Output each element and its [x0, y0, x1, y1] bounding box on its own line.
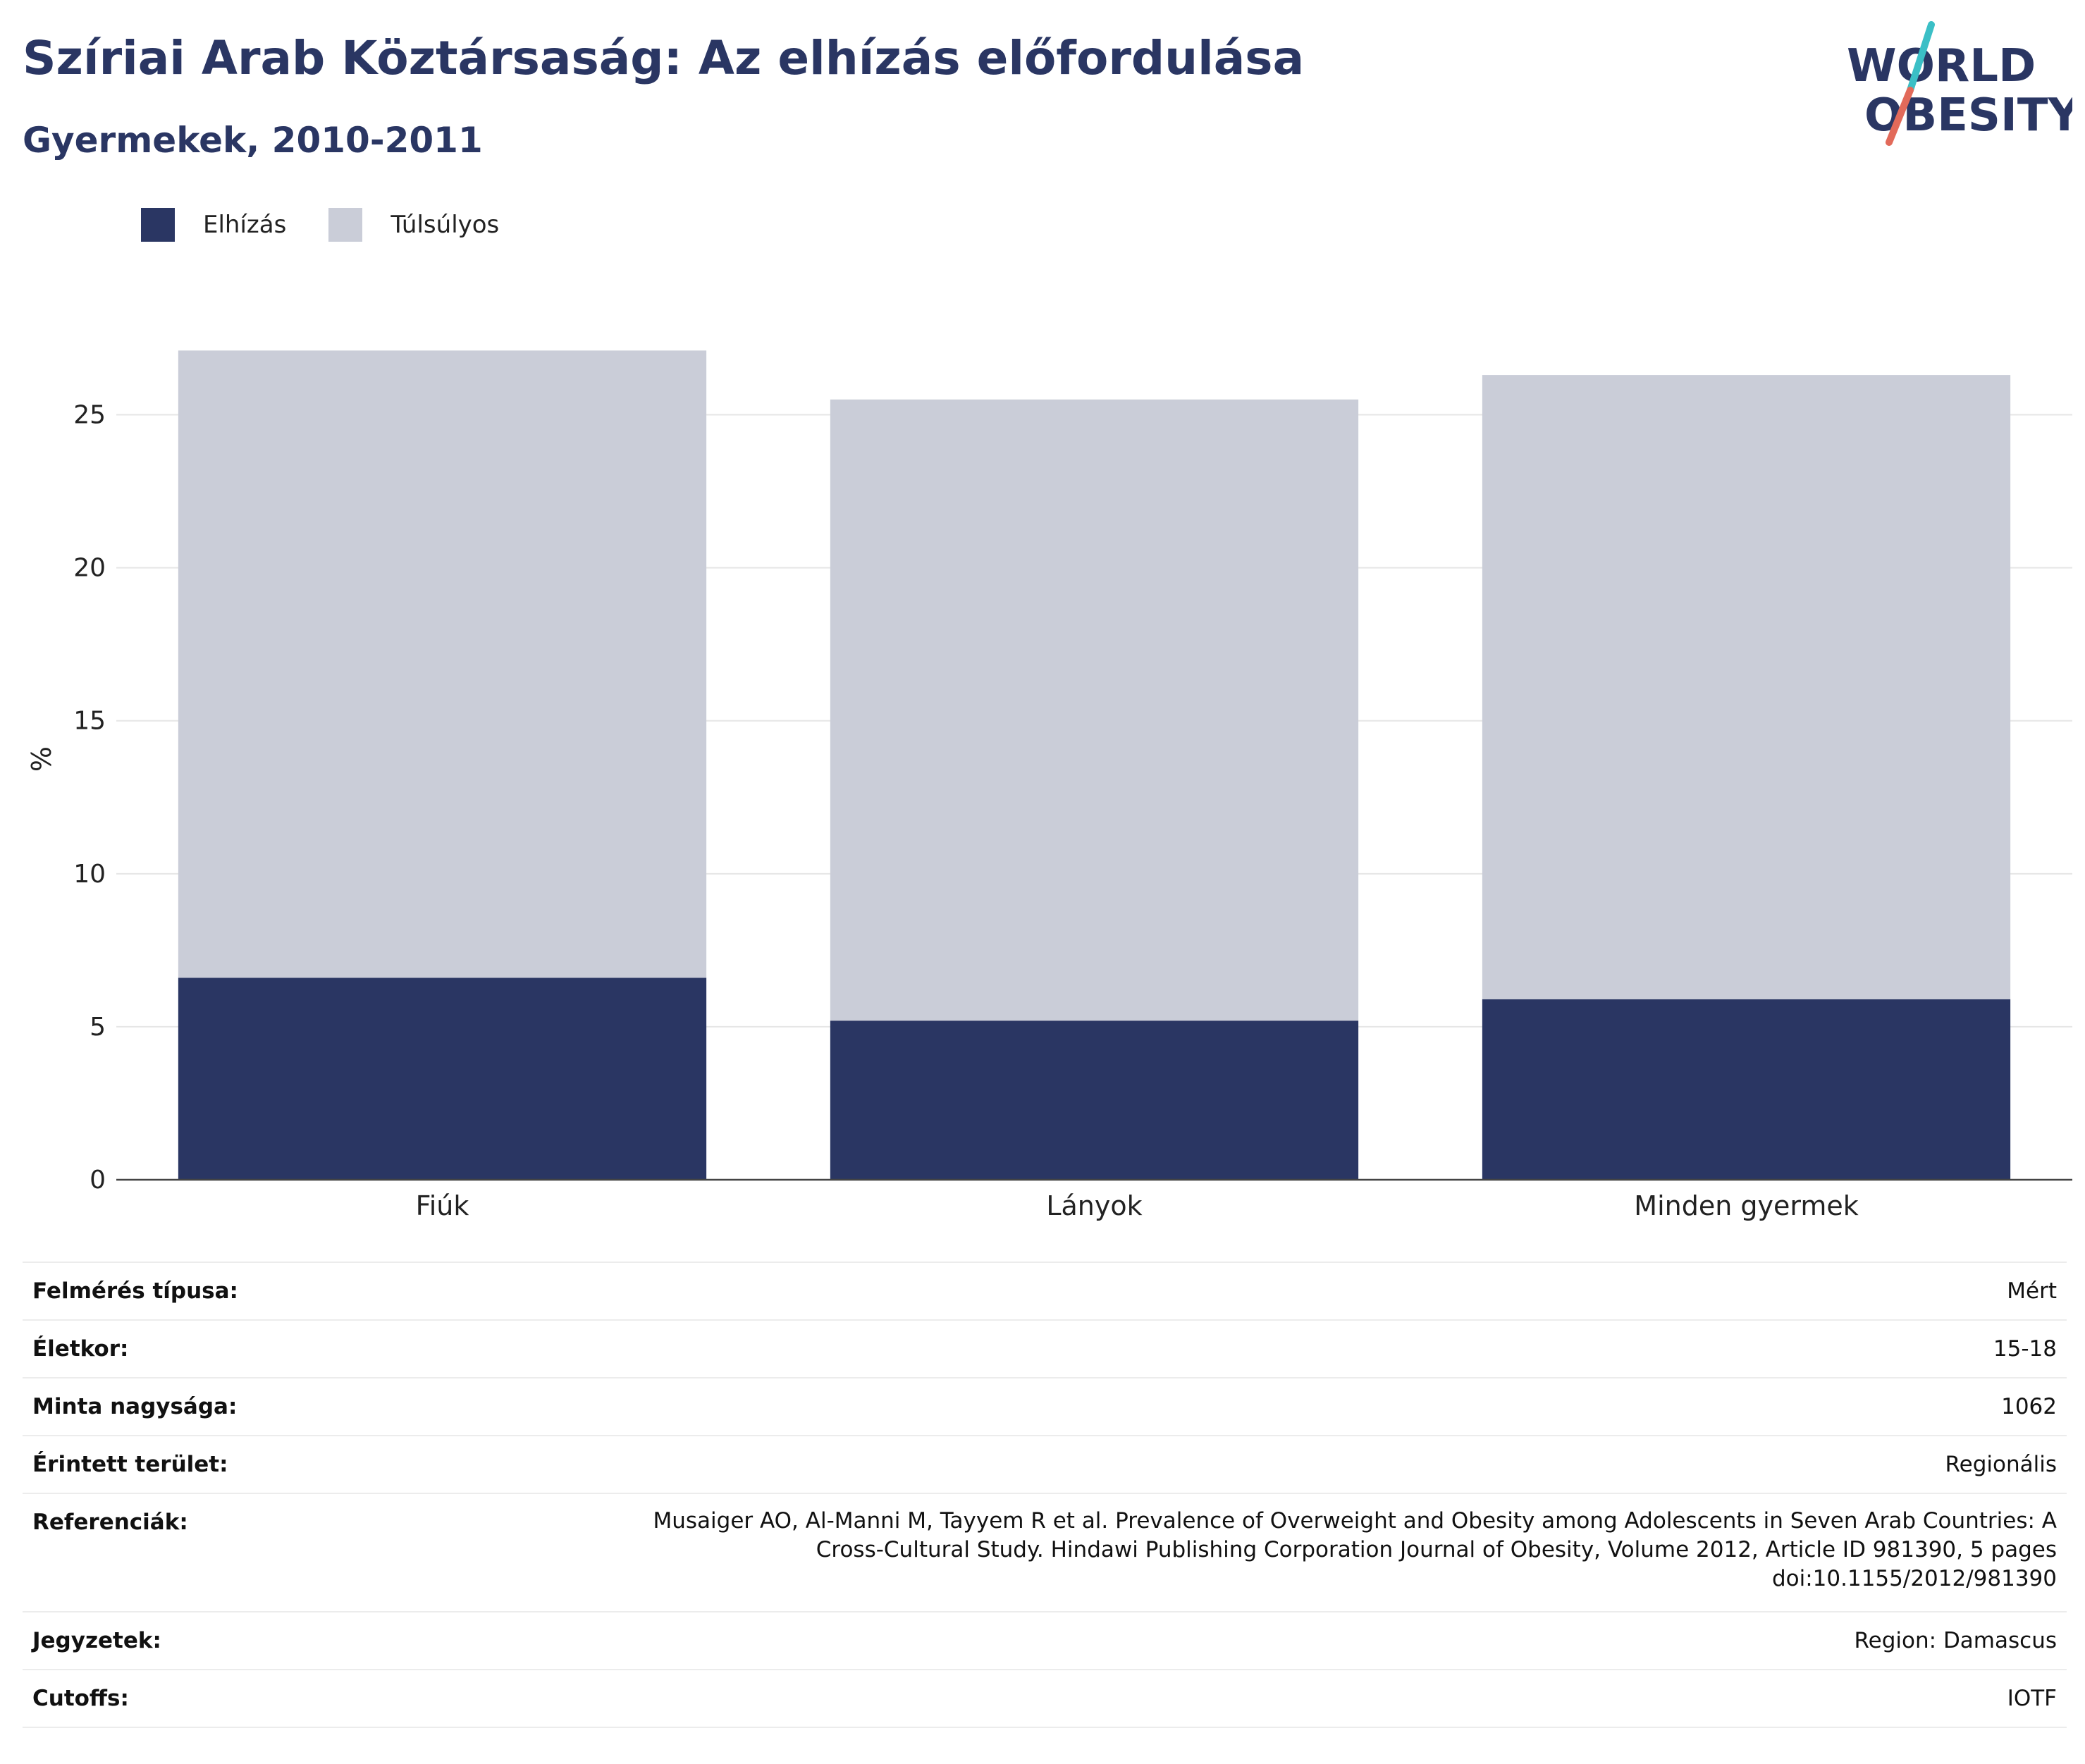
bar-obesity-2	[1482, 999, 2011, 1180]
logo-slash-coral	[1886, 87, 1914, 146]
meta-value-line: IOTF	[2007, 1685, 2057, 1711]
legend-label-obesity: Elhízás	[203, 211, 287, 239]
meta-value: Mért	[536, 1262, 2067, 1321]
meta-value-line: Cross-Cultural Study. Hindawi Publishing…	[816, 1537, 2057, 1562]
x-tick-label: Fiúk	[416, 1190, 469, 1221]
meta-value: Region: Damascus	[536, 1612, 2067, 1670]
legend-item-obesity[interactable]: Elhízás	[141, 208, 286, 242]
world-obesity-logo: WORLD OBESITY	[1847, 21, 2072, 146]
bar-obesity-1	[830, 1020, 1359, 1180]
bar-obesity-0	[178, 977, 707, 1180]
meta-value-line: Musaiger AO, Al-Manni M, Tayyem R et al.…	[653, 1508, 2057, 1534]
meta-value: Regionális	[536, 1436, 2067, 1494]
y-tick-label: 15	[73, 707, 106, 736]
y-tick-label: 10	[73, 860, 106, 889]
bar-overweight-2	[1482, 375, 2011, 999]
y-axis-label: %	[26, 746, 57, 772]
meta-value-line: Regionális	[1945, 1451, 2058, 1477]
legend-swatch-overweight	[328, 208, 363, 242]
metadata-table: Felmérés típusa: Mért Életkor: 15-18 Minta n…	[23, 1262, 2067, 1728]
y-tick-label: 25	[73, 401, 106, 430]
meta-row: Felmérés típusa: Mért	[23, 1262, 2067, 1321]
meta-row: Érintett terület: Regionális	[23, 1436, 2067, 1494]
meta-value-line: doi:10.1155/2012/981390	[1771, 1566, 2057, 1591]
y-tick-label: 0	[90, 1166, 106, 1195]
x-tick-label: Minden gyermek	[1634, 1190, 1858, 1221]
meta-key: Jegyzetek:	[23, 1612, 536, 1670]
meta-value-line: Region: Damascus	[1854, 1627, 2057, 1653]
y-tick-label: 5	[90, 1013, 106, 1042]
legend-label-overweight: Túlsúlyos	[390, 211, 500, 239]
chart-title: Szíriai Arab Köztársaság: Az elhízás elő…	[23, 31, 1305, 85]
logo-slash-teal	[1907, 21, 1935, 94]
meta-key: Cutoffs:	[23, 1670, 536, 1728]
meta-value: 15-18	[536, 1320, 2067, 1378]
bar-overweight-1	[830, 399, 1359, 1021]
meta-value-line: 1062	[2001, 1393, 2057, 1419]
logo-word-world: WORLD	[1847, 40, 2036, 92]
legend-swatch-obesity	[141, 208, 175, 242]
meta-key: Életkor:	[23, 1320, 536, 1378]
bar-chart: 0 5 10 15 20 25% Fiúk Lányok Minden gyermek	[26, 350, 2072, 1221]
meta-value-line: 15-18	[1993, 1336, 2057, 1362]
x-tick-label: Lányok	[1046, 1190, 1142, 1221]
meta-key: Felmérés típusa:	[23, 1262, 536, 1321]
bar-overweight-0	[178, 350, 707, 978]
meta-key: Minta nagysága:	[23, 1378, 536, 1436]
chart-legend: Elhízás Túlsúlyos	[141, 208, 541, 242]
meta-row: Cutoffs: IOTF	[23, 1670, 2067, 1728]
meta-key: Érintett terület:	[23, 1436, 536, 1494]
meta-value: Musaiger AO, Al-Manni M, Tayyem R et al.…	[536, 1493, 2067, 1612]
legend-item-overweight[interactable]: Túlsúlyos	[328, 208, 499, 242]
meta-value: IOTF	[536, 1670, 2067, 1728]
meta-key: Referenciák:	[23, 1493, 536, 1612]
meta-value: 1062	[536, 1378, 2067, 1436]
meta-row: Életkor: 15-18	[23, 1320, 2067, 1378]
chart-subtitle: Gyermekek, 2010-2011	[23, 120, 483, 161]
meta-row: Referenciák: Musaiger AO, Al-Manni M, Tay…	[23, 1493, 2067, 1612]
meta-row: Minta nagysága: 1062	[23, 1378, 2067, 1436]
y-tick-label: 20	[73, 554, 106, 583]
meta-row: Jegyzetek: Region: Damascus	[23, 1612, 2067, 1670]
meta-value-line: Mért	[2007, 1278, 2057, 1304]
